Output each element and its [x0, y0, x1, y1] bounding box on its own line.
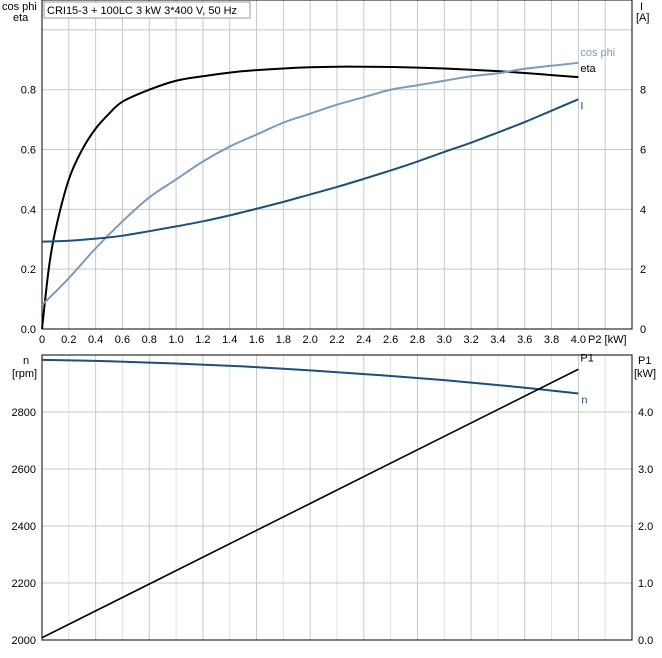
series-line-p1: [41, 368, 579, 639]
x-tick-label: 3.0: [437, 334, 452, 346]
bottom-y-left-tick-label: 2800: [12, 407, 36, 419]
x-tick-label: 1.2: [195, 334, 210, 346]
top-left-axis-label-2: eta: [13, 12, 29, 24]
bottom-right-axis-label-2: [kW]: [634, 368, 656, 380]
bottom-y-right-tick-label: 4.0: [638, 407, 653, 419]
top-left-axis-label-1: cos phi: [2, 1, 37, 13]
y-left-tick-label: 0.2: [21, 264, 36, 276]
x-tick-label: 2.6: [383, 334, 398, 346]
tick-labels: 0 0.2 0.4 0.6 0.8 1.0 1.2 1.4 1.6 1.8 2.0 2.2 2.4 2.6…: [12, 85, 654, 647]
series-label-i: I: [580, 100, 583, 112]
x-tick-label: 2.8: [410, 334, 425, 346]
x-tick-label: 0: [39, 334, 45, 346]
series-label-p1: P1: [580, 352, 593, 364]
bottom-y-left-tick-label: 2200: [12, 578, 36, 590]
series-line-n: [41, 358, 579, 395]
series-labels: cos phi eta I P1 n: [580, 47, 615, 407]
top-plot-grid: [41, 0, 633, 330]
series-label-cos-phi: cos phi: [580, 47, 615, 59]
x-tick-label: 2.4: [356, 334, 371, 346]
top-right-axis-label-2: [A]: [636, 12, 649, 24]
y-left-tick-label: 0.8: [21, 85, 36, 97]
bottom-y-left-tick-label: 2400: [12, 521, 36, 533]
bottom-plot-grid: [41, 354, 633, 641]
x-tick-label: 3.2: [463, 334, 478, 346]
y-left-tick-label: 0.0: [21, 324, 36, 336]
bottom-y-right-tick-label: 0.0: [638, 635, 653, 647]
top-plot-frame: [41, 0, 633, 330]
series-label-eta: eta: [580, 63, 596, 75]
bottom-left-axis-label-1: n: [23, 355, 29, 367]
x-tick-label: 2.0: [303, 334, 318, 346]
top-right-axis-label-1: I: [640, 1, 643, 13]
bottom-y-right-tick-label: 1.0: [638, 578, 653, 590]
y-right-tick-label: 8: [640, 85, 646, 97]
series-line-i: [41, 98, 579, 243]
y-right-tick-label: 6: [640, 145, 646, 157]
bottom-right-axis-label-1: P1: [638, 355, 651, 367]
y-right-tick-label: 4: [640, 204, 646, 216]
bottom-plot-frame: [41, 354, 633, 641]
x-tick-label: 3.4: [490, 334, 505, 346]
title-box: [43, 1, 251, 19]
x-axis-label: P2 [kW]: [588, 334, 627, 346]
x-tick-label: 2.2: [329, 334, 344, 346]
y-left-tick-label: 0.6: [21, 145, 36, 157]
bottom-y-right-tick-label: 2.0: [638, 521, 653, 533]
x-tick-label: 1.8: [276, 334, 291, 346]
x-tick-label: 3.8: [544, 334, 559, 346]
x-tick-label: 1.0: [168, 334, 183, 346]
y-right-tick-label: 0: [640, 324, 646, 336]
x-tick-label: 0.6: [115, 334, 130, 346]
bottom-y-left-tick-label: 2600: [12, 464, 36, 476]
bottom-left-axis-label-2: [rpm]: [12, 368, 37, 380]
series-line-eta: [41, 65, 579, 330]
x-tick-label: 4.0: [571, 334, 586, 346]
x-tick-label: 0.2: [61, 334, 76, 346]
x-tick-label: 0.8: [142, 334, 157, 346]
series-label-n: n: [581, 394, 587, 406]
series-lines: [41, 61, 579, 639]
bottom-y-left-tick-label: 2000: [12, 635, 36, 647]
y-right-tick-label: 2: [640, 264, 646, 276]
x-tick-label: 1.4: [222, 334, 237, 346]
x-tick-label: 0.4: [88, 334, 103, 346]
bottom-y-right-tick-label: 3.0: [638, 464, 653, 476]
x-tick-label: 1.6: [249, 334, 264, 346]
x-tick-label: 3.6: [517, 334, 532, 346]
chart-title: CRI15-3 + 100LC 3 kW 3*400 V, 50 Hz: [47, 5, 237, 17]
y-left-tick-label: 0.4: [21, 204, 36, 216]
series-line-cos-phi: [41, 61, 579, 306]
